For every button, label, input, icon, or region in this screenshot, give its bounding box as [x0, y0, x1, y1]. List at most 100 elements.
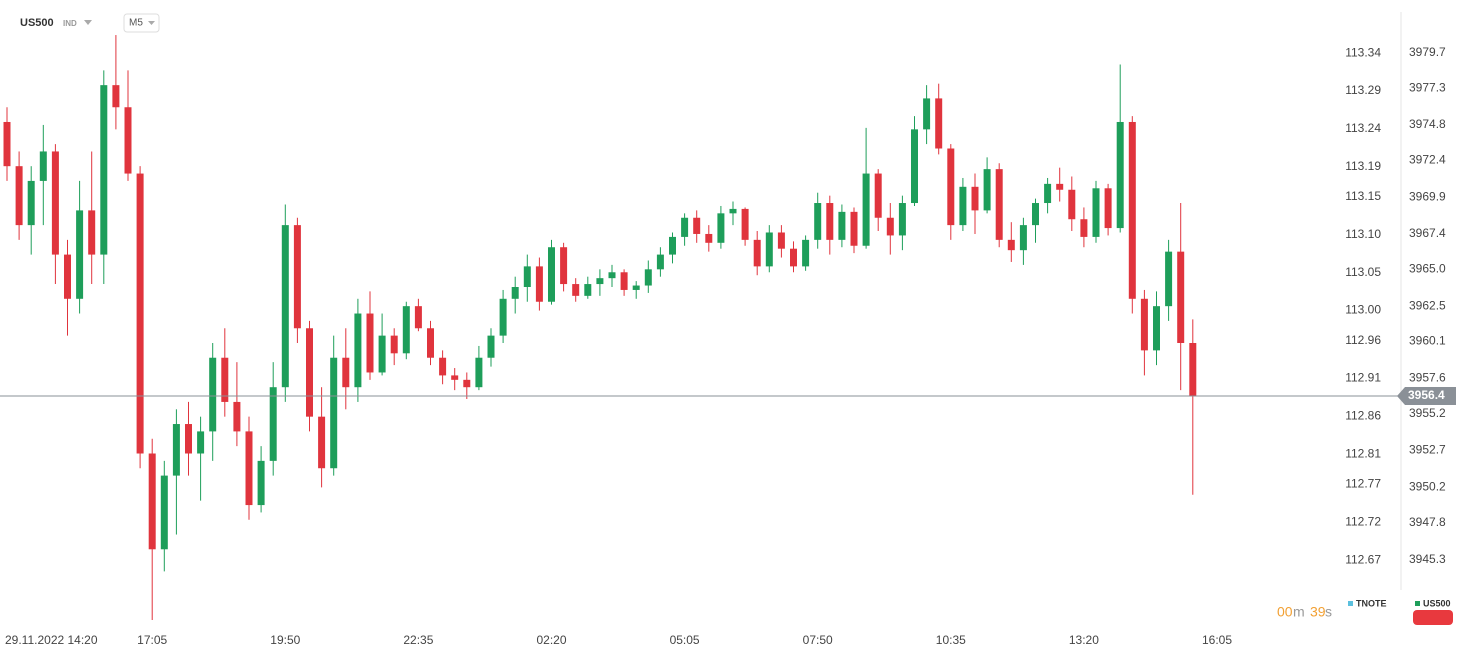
candle-body	[523, 266, 531, 288]
candle-body	[366, 313, 374, 373]
candle-body	[886, 217, 894, 236]
candle-body	[874, 173, 882, 218]
candle-body	[88, 210, 96, 255]
candle-body	[850, 211, 858, 246]
x-tick-label: 29.11.2022 14:20	[5, 633, 98, 647]
candle-body	[1068, 189, 1076, 220]
dropdown-arrow[interactable]	[148, 21, 155, 25]
y2-tick-label: 113.29	[1345, 83, 1381, 97]
candle-body	[148, 453, 156, 550]
candle-body	[1092, 188, 1100, 237]
candle-body	[185, 424, 192, 454]
y-tick-label: 3955.2	[1409, 406, 1446, 420]
candle-body	[390, 335, 398, 354]
candle-body	[983, 169, 991, 211]
candle-body	[596, 278, 604, 285]
candle-body	[753, 239, 761, 267]
candle-body	[1104, 188, 1112, 229]
candle-body	[729, 208, 737, 214]
candle-body	[572, 284, 580, 296]
y-tick-label: 3979.7	[1409, 45, 1446, 59]
candle-body	[245, 431, 253, 506]
y-tick-label: 3967.4	[1409, 226, 1446, 240]
candle-body	[378, 335, 386, 373]
y2-tick-label: 113.05	[1345, 265, 1381, 279]
candle-body	[923, 98, 931, 130]
x-tick-label: 02:20	[536, 633, 566, 647]
x-tick-label: 05:05	[670, 633, 700, 647]
y2-tick-label: 112.96	[1345, 333, 1381, 347]
candle-body	[1032, 203, 1039, 226]
candle-body	[475, 357, 483, 388]
y-tick-label: 3957.6	[1409, 371, 1446, 385]
y-tick-label: 3972.4	[1409, 152, 1446, 166]
candle-body	[160, 475, 168, 550]
candle-body	[293, 225, 301, 329]
candle-body	[27, 180, 35, 226]
y2-tick-label: 112.67	[1345, 552, 1381, 566]
candle-body	[15, 166, 23, 226]
y2-tick-label: 112.72	[1345, 515, 1381, 529]
x-tick-label: 17:05	[137, 633, 167, 647]
y-tick-label: 3977.3	[1409, 80, 1446, 94]
candle-body	[112, 85, 120, 108]
y2-tick-label: 113.10	[1345, 227, 1381, 241]
candle-body	[790, 248, 797, 267]
candle-body	[681, 217, 689, 237]
candle-body	[330, 357, 338, 469]
candle-body	[535, 266, 543, 302]
dropdown-arrow[interactable]	[84, 20, 92, 25]
candle-body	[620, 272, 628, 290]
candle-body	[1044, 183, 1052, 204]
last-price-tag	[1397, 387, 1456, 406]
candle-body	[826, 203, 834, 240]
candle-body	[269, 387, 277, 461]
countdown-unit: m	[1293, 604, 1305, 620]
candle-body	[838, 211, 846, 240]
candle-body	[1140, 298, 1148, 351]
candle-body	[608, 272, 616, 279]
y-tick-label: 3969.9	[1409, 189, 1446, 203]
candle-body	[76, 210, 84, 299]
candle-body	[560, 247, 568, 285]
candle-body	[1177, 251, 1185, 343]
candle-body	[971, 186, 979, 211]
candle-body	[644, 269, 652, 286]
legend-label: US500	[1423, 598, 1451, 608]
candle-body	[499, 298, 507, 336]
candle-body	[172, 424, 180, 476]
y2-tick-label: 112.91	[1345, 371, 1381, 385]
y-tick-label: 3945.3	[1409, 552, 1446, 566]
y-tick-label: 3974.8	[1409, 117, 1446, 131]
y2-tick-label: 112.86	[1345, 409, 1381, 423]
candle-body	[1116, 121, 1124, 229]
candle-body	[439, 357, 447, 376]
countdown-minutes: 00	[1277, 604, 1293, 620]
candle-body	[947, 148, 955, 226]
candle-body	[51, 151, 59, 255]
candle-body	[777, 232, 785, 249]
candle-body	[64, 254, 71, 299]
candle-body	[693, 217, 701, 234]
candle-body	[995, 169, 1003, 240]
candle-body	[935, 98, 943, 149]
candle-body	[124, 107, 132, 174]
y2-tick-label: 113.15	[1345, 189, 1381, 203]
symbol[interactable]: US500	[20, 17, 54, 29]
timeframe[interactable]: M5	[129, 18, 143, 29]
candle-body	[705, 233, 713, 243]
candle-body	[669, 236, 676, 255]
candle-body	[584, 284, 592, 296]
y-tick-label: 3962.5	[1409, 298, 1446, 312]
x-tick-label: 10:35	[936, 633, 966, 647]
timeframe-box[interactable]	[123, 13, 160, 33]
instrument-type[interactable]: IND	[63, 19, 77, 28]
candle-body	[221, 357, 229, 402]
action-button[interactable]	[1413, 610, 1453, 625]
x-tick-label: 13:20	[1069, 633, 1099, 647]
candle-body	[959, 186, 967, 226]
candle-body	[209, 357, 217, 432]
candle-body	[1056, 183, 1064, 190]
